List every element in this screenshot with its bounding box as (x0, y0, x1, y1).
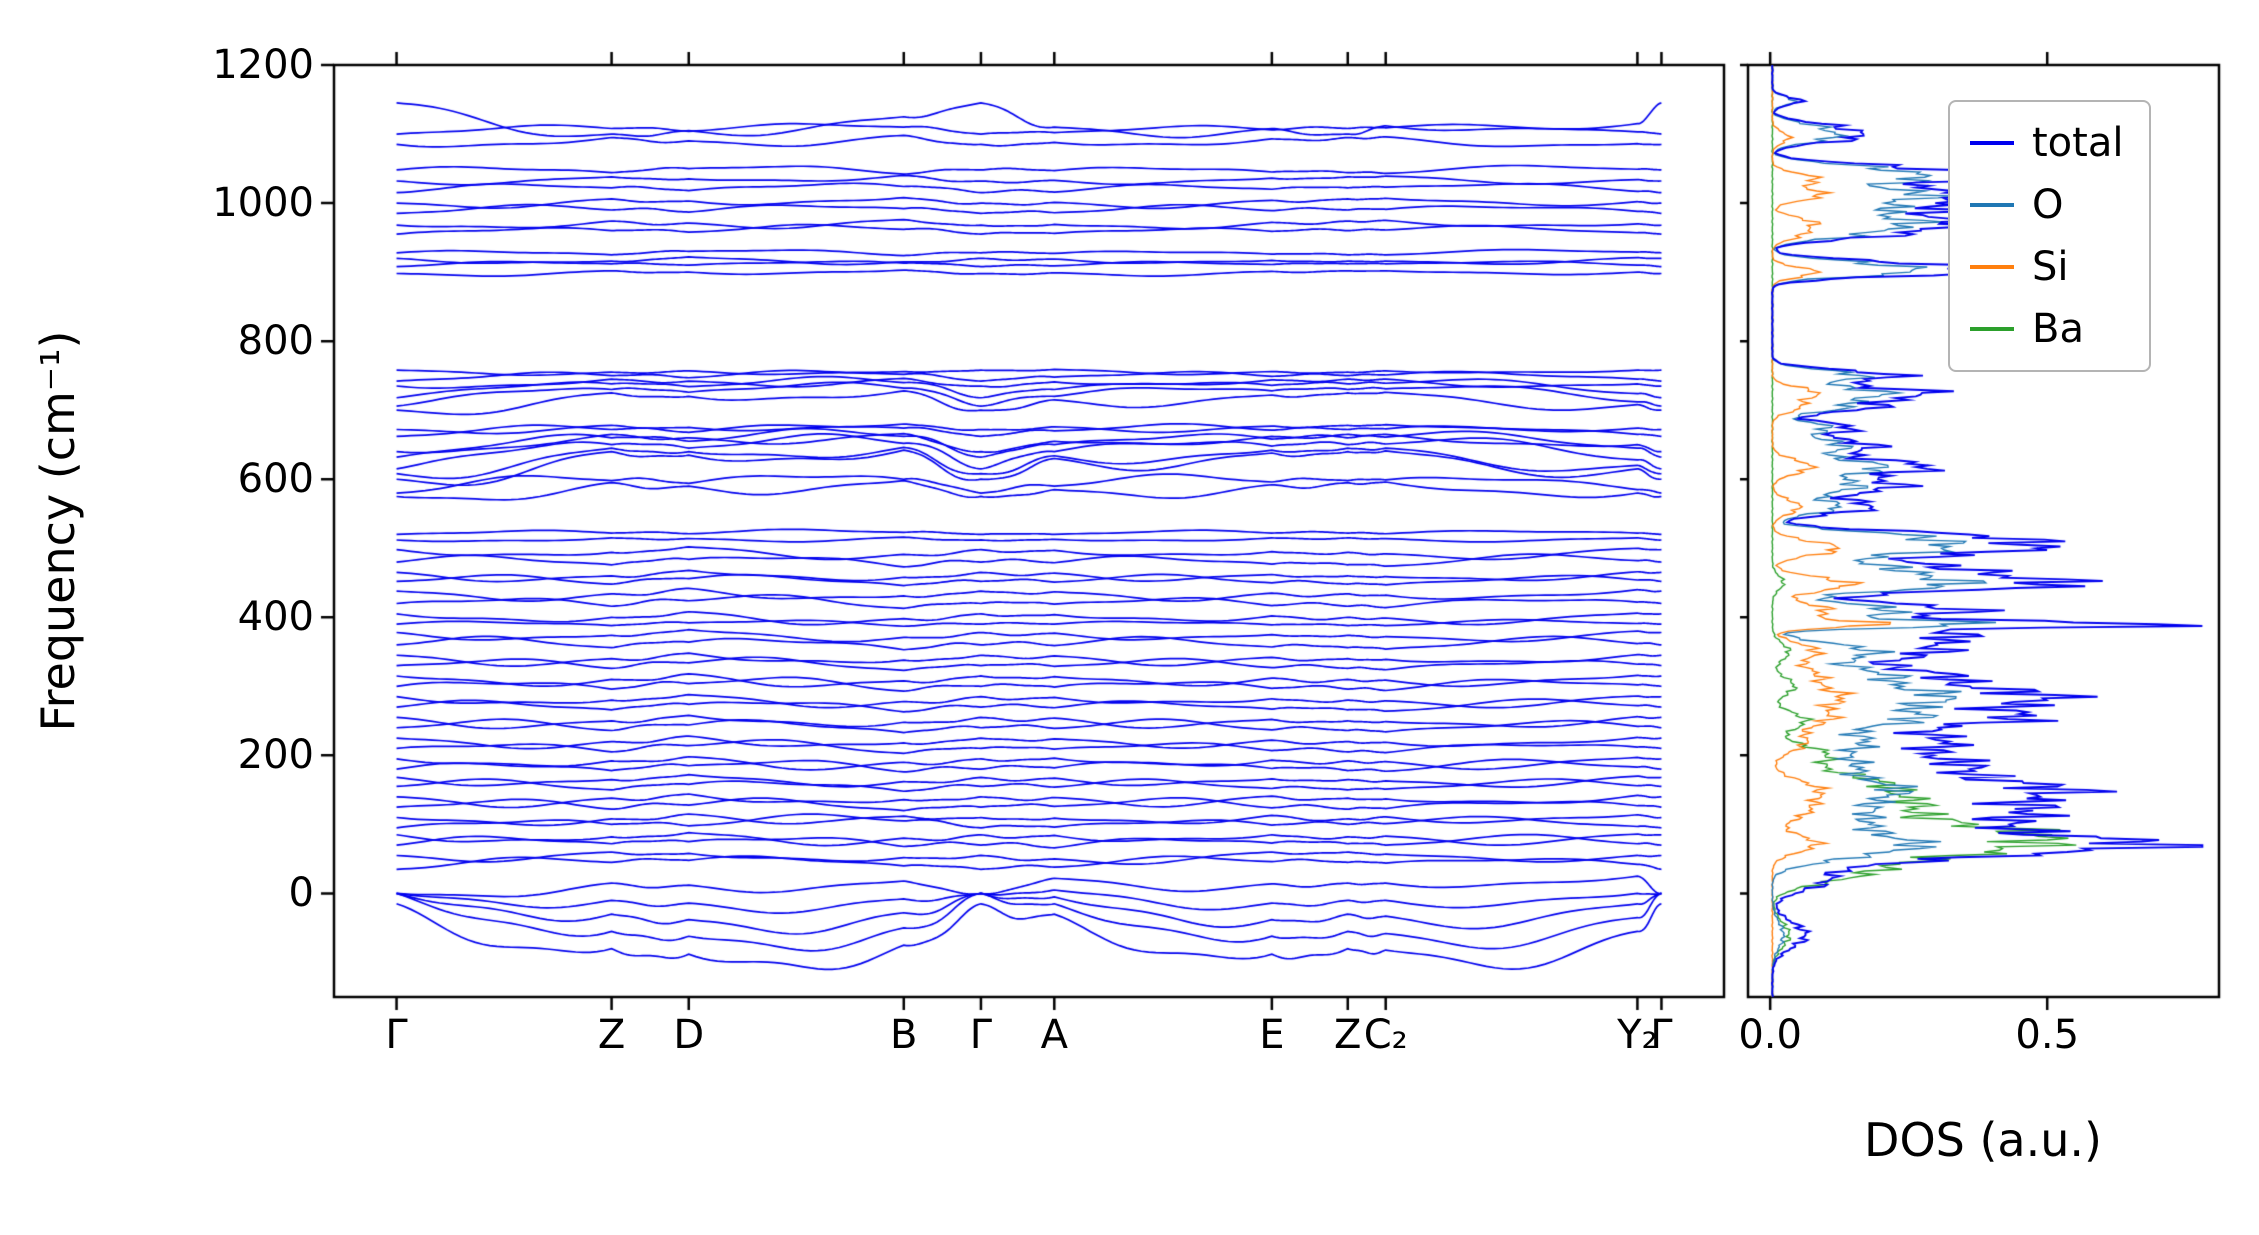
kpoint-label-8: C₂ (1363, 1012, 1408, 1058)
dos-x-axis-title: DOS (a.u.) (1864, 1113, 2102, 1167)
dos-x-tick-label-0.5: 0.5 (2015, 1012, 2080, 1058)
kpoint-label-1: Z (597, 1012, 626, 1058)
legend-entry-total: total (1970, 112, 2123, 174)
dos-x-tick-label-0.0: 0.0 (1738, 1012, 1802, 1058)
kpoint-label-2: D (673, 1012, 705, 1058)
legend-label-O: O (2032, 182, 2064, 228)
kpoint-label-4: Γ (969, 1012, 993, 1058)
y-tick-label-600: 600 (237, 456, 314, 503)
y-tick-label-0: 0 (288, 870, 314, 917)
y-tick-label-1000: 1000 (212, 180, 314, 227)
O-legend-line-icon (1970, 203, 2014, 207)
total-legend-line-icon (1970, 141, 2014, 145)
y-axis-title: Frequency (cm⁻¹) (31, 330, 85, 732)
kpoint-label-7: Z (1334, 1012, 1362, 1058)
kpoint-label-3: B (890, 1012, 918, 1058)
legend-label-Si: Si (2032, 244, 2069, 290)
Si-legend-line-icon (1970, 265, 2014, 269)
legend-entry-O: O (1970, 174, 2123, 236)
kpoint-label-9: Y₂ (1617, 1012, 1658, 1058)
kpoint-label-6: E (1259, 1012, 1285, 1058)
y-tick-label-800: 800 (237, 318, 314, 365)
y-tick-label-1200: 1200 (212, 42, 314, 88)
legend-entry-Si: Si (1970, 236, 2123, 298)
dos-legend: total O Si Ba (1948, 100, 2152, 372)
legend-entry-Ba: Ba (1970, 298, 2123, 360)
kpoint-label-5: A (1040, 1012, 1068, 1058)
legend-label-total: total (2032, 120, 2124, 166)
kpoint-label-10: Γ (1650, 1012, 1673, 1058)
kpoint-label-0: Γ (385, 1012, 408, 1058)
legend-label-Ba: Ba (2032, 306, 2084, 352)
y-tick-label-400: 400 (237, 594, 314, 641)
Ba-legend-line-icon (1970, 327, 2014, 331)
y-tick-label-200: 200 (237, 732, 314, 779)
